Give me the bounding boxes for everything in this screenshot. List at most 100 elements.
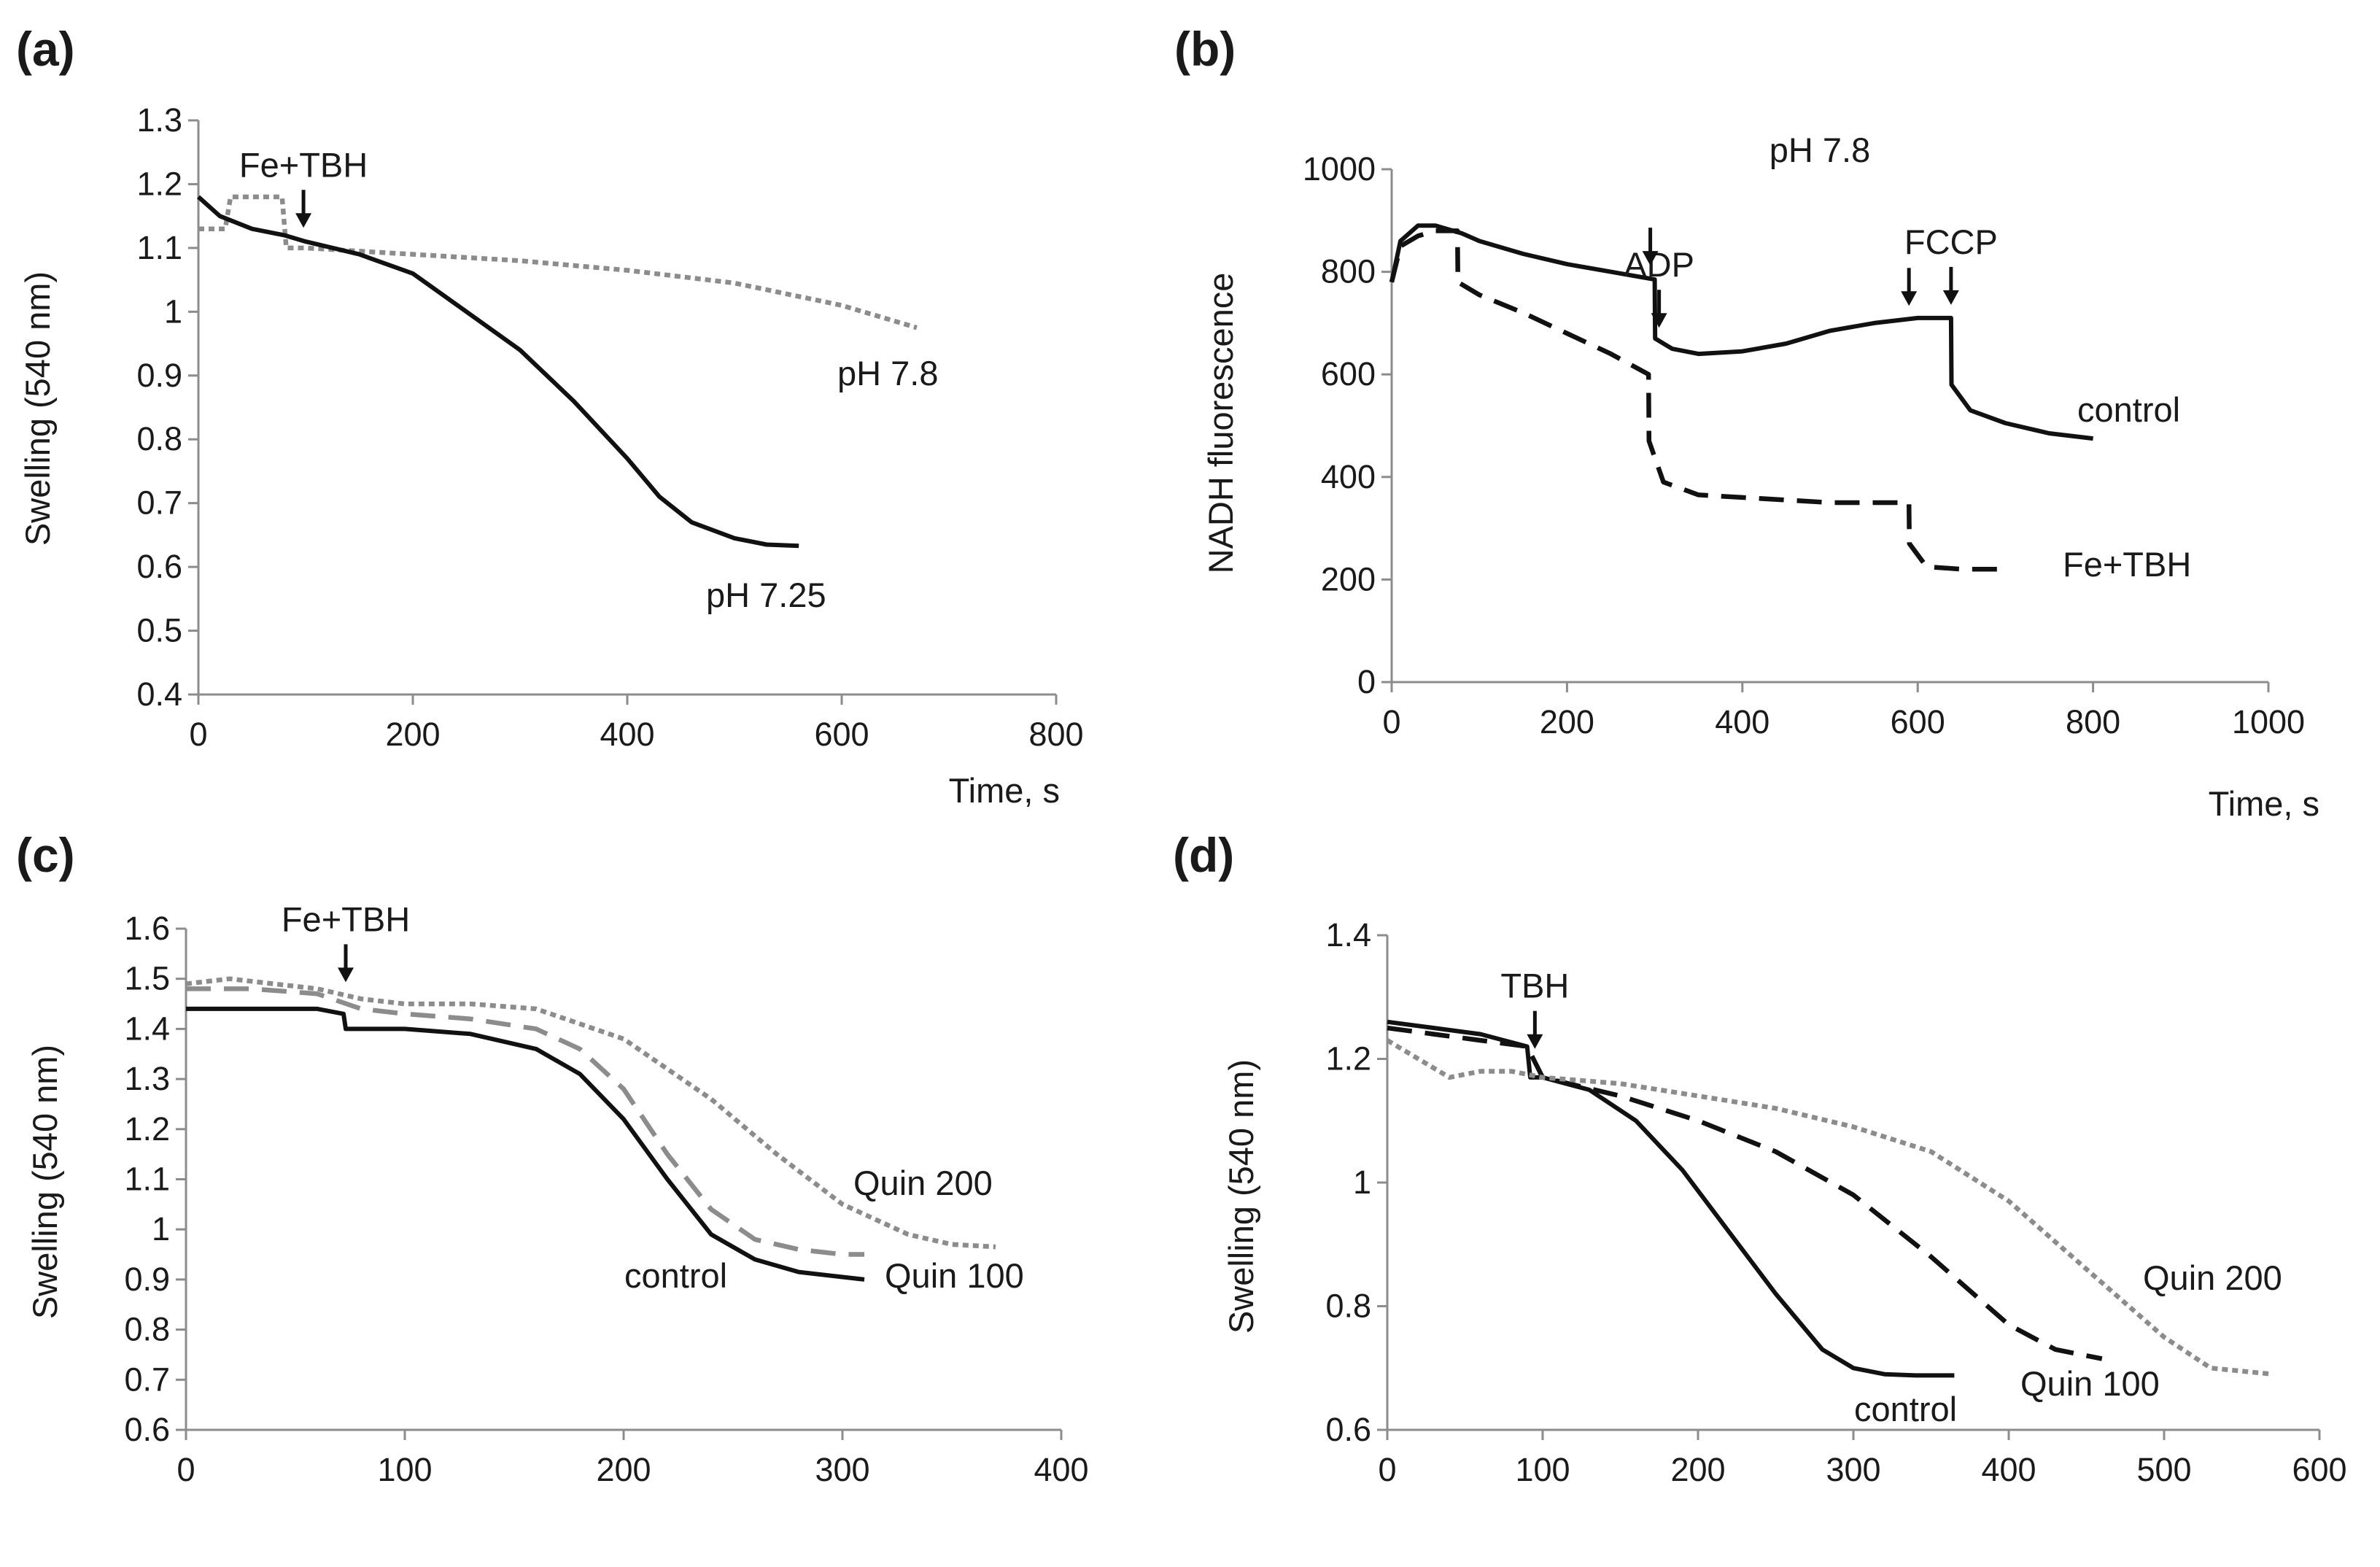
y-axis-title: NADH fluorescence [1201,273,1240,574]
y-tick-label: 1 [1353,1164,1371,1201]
x-tick-label: 200 [596,1451,651,1488]
x-tick-label: 0 [1378,1451,1396,1488]
y-tick-label: 0.9 [124,1261,170,1298]
series-label-ph-7-8: pH 7.8 [837,354,938,392]
y-tick-label: 0.6 [136,548,182,585]
y-tick-label: 1.3 [136,101,182,139]
y-axis-title: Swelling (540 nm) [18,271,57,546]
annotation-arrow-head [1651,313,1667,328]
x-tick-label: 600 [1891,703,1945,740]
series-label-quin-200: Quin 200 [2143,1258,2282,1297]
y-tick-label: 0.6 [1325,1411,1371,1448]
y-tick-label: 1.2 [1325,1040,1371,1077]
panel-label: (a) [16,22,75,76]
panel-label: (d) [1173,828,1234,882]
x-tick-label: 800 [1028,716,1083,753]
x-tick-label: 100 [377,1451,432,1488]
y-tick-label: 1000 [1303,150,1376,187]
annotation-arrow-label: TBH [1500,967,1569,1005]
annotation-arrow-head [1527,1034,1543,1049]
series-line-fe-tbh [1389,228,2006,572]
y-tick-label: 1.4 [124,1010,170,1047]
series-label-quin-200: Quin 200 [853,1164,993,1202]
x-tick-label: 400 [1034,1451,1088,1488]
y-tick-label: 1.2 [136,165,182,202]
series-line-ph-7-25 [196,195,799,549]
chart-panel-d: (d) 0.6 0.8 1 1.2 1.4 0 100 200 300 400 500 600 Time,… [1173,828,2347,1567]
x-tick-label: 200 [385,716,440,753]
x-axis-title: Time, s [956,1563,1067,1567]
chart-title: pH 7.8 [1770,131,1870,169]
y-tick-label: 0.4 [136,676,182,713]
series-line-quin-100 [1387,1025,2103,1361]
y-tick-label: 1.4 [1325,916,1371,953]
x-tick-label: 0 [1382,703,1400,740]
y-axis-title: Swelling (540 nm) [1222,1059,1260,1334]
x-axis-title: Time, s [2223,1563,2334,1567]
chart-panel-b: (b) 0 200 400 600 800 1000 0 200 400 600 800 1000 Tim… [1174,22,2319,823]
chart-panel-c: (c) 0.6 0.7 0.8 0.9 1 1.1 1.2 1.3 1.4 1.5 1.6 0 100 20… [16,828,1089,1567]
annotation-arrow-head [295,213,312,228]
x-tick-label: 0 [189,716,207,753]
y-axis-title: Swelling (540 nm) [26,1045,64,1319]
y-tick-label: 0.7 [136,484,182,522]
x-axis-title: Time, s [949,771,1060,810]
x-tick-label: 0 [177,1451,195,1488]
y-tick-label: 0.6 [124,1411,170,1448]
x-tick-label: 200 [1540,703,1594,740]
x-tick-label: 300 [1826,1451,1880,1488]
y-tick-label: 800 [1321,253,1376,290]
x-tick-label: 400 [1715,703,1770,740]
annotation-arrow-head [1642,251,1659,266]
series-line-quin-200 [1386,1038,2274,1377]
x-tick-label: 500 [2136,1451,2191,1488]
series-line-control [186,1006,865,1282]
y-tick-label: 1.1 [136,229,182,266]
panel-label: (b) [1174,22,1236,76]
annotation-arrow-label: Fe+TBH [239,145,368,184]
y-tick-label: 0.8 [136,420,182,457]
annotation-arrow-label: Fe+TBH [282,899,410,938]
y-tick-label: 0.8 [124,1311,170,1348]
y-tick-label: 1.6 [124,910,170,947]
y-tick-label: 200 [1321,560,1376,597]
y-tick-label: 1.5 [124,960,170,997]
y-tick-label: 1.1 [124,1161,170,1198]
series-label-quin-100: Quin 100 [2020,1364,2160,1403]
y-tick-label: 0.9 [136,357,182,394]
x-tick-label: 100 [1515,1451,1570,1488]
annotation-arrow-head [1901,291,1918,306]
annotation-arrow-label: FCCP [1904,223,1998,261]
y-tick-label: 0.7 [124,1361,170,1398]
y-tick-label: 1 [164,293,182,330]
x-tick-label: 600 [814,716,869,753]
series-label-control: control [624,1256,727,1295]
annotation-arrow-label: ADP [1624,245,1694,284]
y-tick-label: 0.5 [136,612,182,649]
series-line-control [1387,1019,1955,1378]
series-label-quin-100: Quin 100 [885,1256,1024,1295]
y-tick-label: 0 [1357,663,1376,700]
series-label-fe-tbh: Fe+TBH [2063,545,2191,584]
y-tick-label: 1.3 [124,1060,170,1097]
series-label-control: control [1854,1390,1957,1428]
y-tick-label: 1.2 [124,1110,170,1148]
panel-label: (c) [16,828,75,882]
series-label-control: control [2077,390,2180,429]
x-axis-title: Time, s [2209,784,2319,823]
x-tick-label: 200 [1670,1451,1725,1488]
annotation-arrow-head [1942,290,1959,305]
x-tick-label: 600 [2292,1451,2346,1488]
y-tick-label: 0.8 [1325,1288,1371,1325]
x-tick-label: 300 [815,1451,869,1488]
y-tick-label: 600 [1321,355,1376,392]
x-tick-label: 1000 [2232,703,2305,740]
chart-panel-a: (a) 0.4 0.5 0.6 0.7 0.8 0.9 1 1.1 1.2 1.3 0 200 400 60… [16,22,1084,810]
y-tick-label: 400 [1321,458,1376,495]
x-tick-label: 400 [600,716,654,753]
annotation-arrow-head [338,967,354,983]
series-label-ph-7-25: pH 7.25 [706,576,826,614]
x-tick-label: 400 [1981,1451,2036,1488]
series-line-quin-200 [185,976,996,1250]
